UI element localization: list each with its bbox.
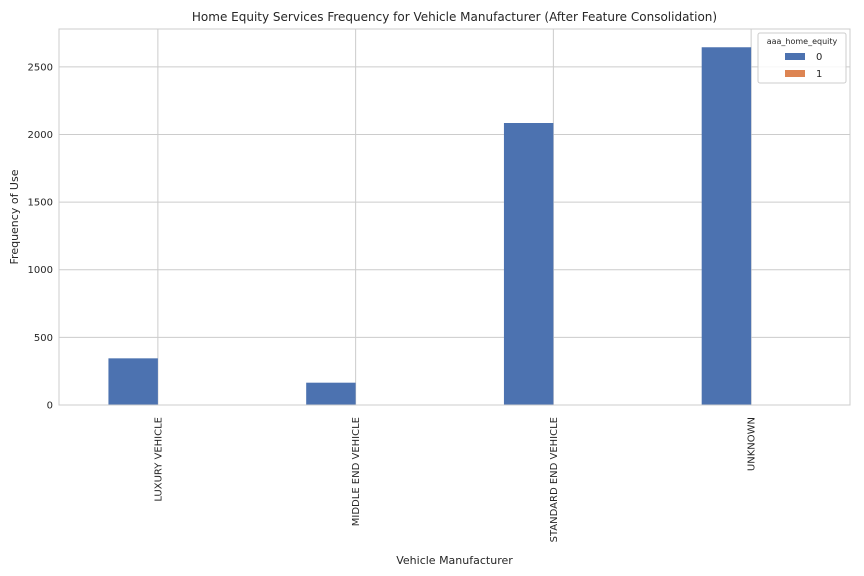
y-axis-label: Frequency of Use	[8, 169, 21, 264]
y-ticks: 0 500 1000 1500 2000 2500	[28, 62, 53, 411]
legend-swatch	[785, 53, 805, 60]
x-axis-label: Vehicle Manufacturer	[396, 554, 513, 567]
y-tick-label: 2000	[28, 130, 53, 141]
legend-swatch	[785, 70, 805, 77]
x-ticks: LUXURY VEHICLE MIDDLE END VEHICLE STANDARD…	[153, 417, 757, 542]
bars	[108, 47, 752, 405]
legend: aaa_home_equity 01	[757, 32, 847, 84]
legend-label: 0	[816, 52, 822, 63]
legend-items: 01	[785, 52, 822, 80]
bar-standard-end-vehicle-series-0	[503, 123, 554, 405]
x-tick-label: LUXURY VEHICLE	[153, 417, 164, 502]
y-tick-label: 1500	[28, 198, 53, 209]
bar-middle-end-vehicle-series-0	[306, 382, 356, 405]
legend-title: aaa_home_equity	[767, 37, 838, 46]
legend-label: 1	[816, 69, 822, 80]
x-tick-label: MIDDLE END VEHICLE	[351, 417, 362, 526]
y-tick-label: 1000	[28, 265, 53, 276]
x-tick-label: STANDARD END VEHICLE	[549, 417, 560, 542]
bar-luxury-vehicle-series-0	[108, 358, 158, 405]
x-tick-label: UNKNOWN	[747, 417, 758, 471]
chart-title: Home Equity Services Frequency for Vehic…	[192, 10, 717, 24]
bar-unknown-series-0	[701, 47, 752, 405]
plot-frame	[58, 28, 851, 406]
y-tick-label: 500	[34, 333, 53, 344]
y-tick-label: 2500	[28, 62, 53, 73]
y-tick-label: 0	[47, 401, 53, 412]
